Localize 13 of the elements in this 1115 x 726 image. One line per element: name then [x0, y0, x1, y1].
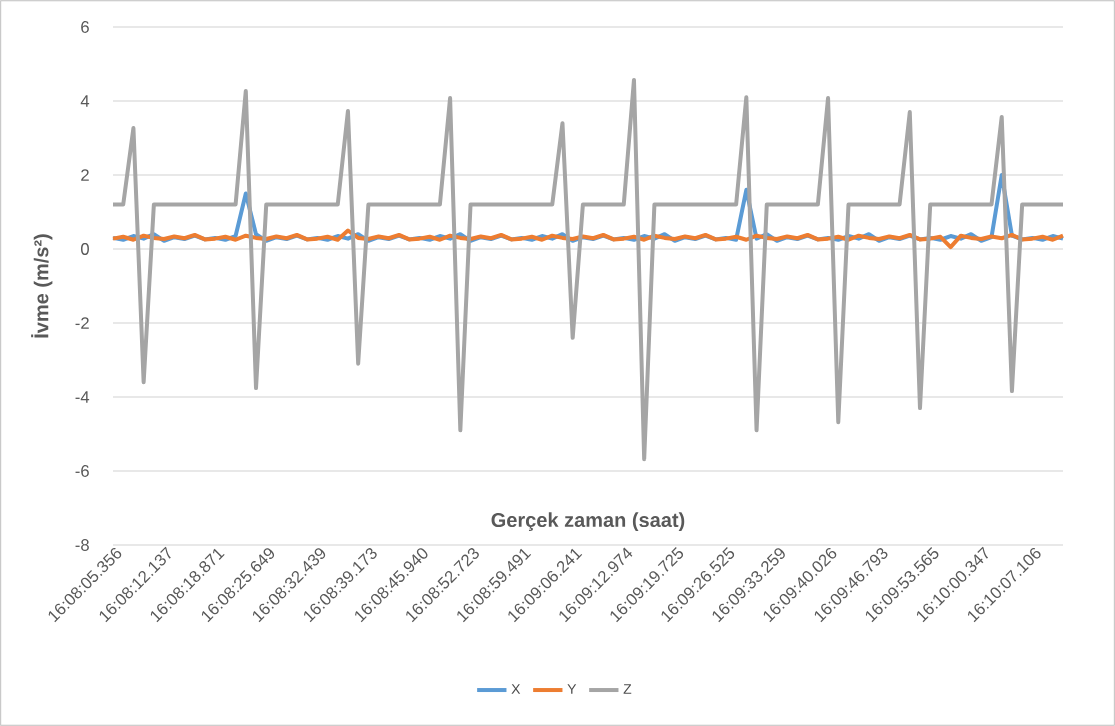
- x-axis-title: Gerçek zaman (saat): [491, 512, 685, 531]
- y-tick-label: -4: [75, 391, 90, 403]
- legend-label: Z: [623, 684, 632, 694]
- y-tick-label: -6: [75, 465, 89, 477]
- line-series: [111, 228, 1066, 250]
- y-tick-label: 4: [80, 95, 90, 107]
- y-tick-label: 6: [81, 21, 89, 33]
- y-tick-label: -2: [75, 317, 89, 329]
- legend-label: Y: [567, 684, 577, 694]
- y-tick-label: 2: [81, 169, 89, 181]
- legend-label: X: [511, 684, 521, 694]
- y-tick-label: 0: [81, 243, 89, 255]
- y-axis-title: İvme (m/s²): [31, 234, 53, 338]
